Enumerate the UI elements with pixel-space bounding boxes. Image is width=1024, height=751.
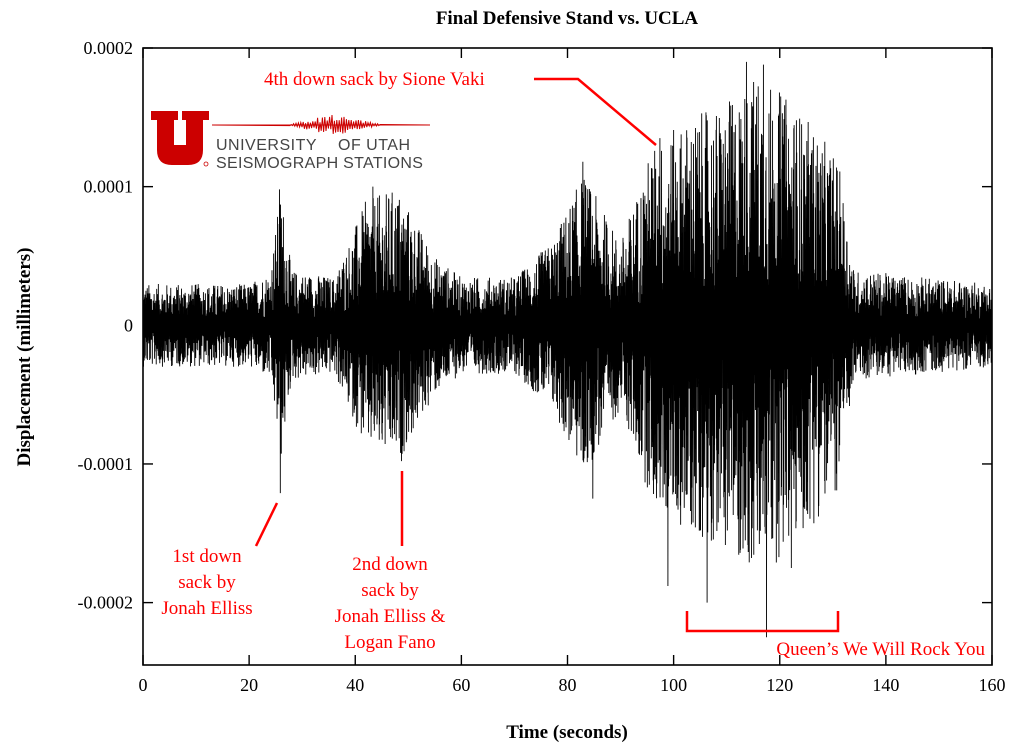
annotation-2nd-down-line3: Jonah Elliss & — [335, 606, 446, 627]
annotation-queen-bracket — [685, 611, 840, 633]
annotation-4th-down: 4th down sack by Sione Vaki — [264, 69, 657, 146]
axis-ticks: 0 20 40 60 80 100 120 140 160 0.0002 0.0001 0 -0.000… — [78, 38, 1006, 695]
x-tick-label: 40 — [346, 675, 364, 695]
logo-line1b: OF UTAH — [338, 137, 411, 154]
annotation-2nd-down: 2nd down sack by Jonah Elliss & Logan Fa… — [335, 471, 446, 653]
annotation-2nd-down-line4: Logan Fano — [344, 632, 435, 653]
y-tick-label: 0.0001 — [84, 177, 134, 197]
annotation-1st-down: 1st down sack by Jonah Elliss — [161, 502, 279, 619]
annotation-1st-down-line3: Jonah Elliss — [161, 598, 252, 619]
x-tick-label: 140 — [872, 675, 899, 695]
logo-squiggle-icon — [211, 114, 431, 134]
annotation-1st-down-pointer — [254, 502, 279, 547]
block-u-icon — [151, 111, 209, 165]
annotation-1st-down-line1: 1st down — [172, 546, 242, 567]
annotation-4th-down-pointer — [534, 77, 657, 146]
y-tick-label: 0.0002 — [84, 38, 134, 58]
annotation-4th-down-text: 4th down sack by Sione Vaki — [264, 69, 485, 90]
university-of-utah-seismograph-logo: UNIVERSITY OF UTAH SEISMOGRAPH STATIONS — [151, 111, 431, 172]
x-axis-label: Time (seconds) — [506, 722, 628, 743]
y-tick-label: -0.0001 — [78, 454, 134, 474]
chart-title: Final Defensive Stand vs. UCLA — [436, 8, 699, 29]
x-tick-label: 120 — [766, 675, 793, 695]
x-tick-label: 100 — [660, 675, 687, 695]
waveform-trace — [142, 61, 993, 638]
annotation-2nd-down-line1: 2nd down — [352, 554, 428, 575]
y-tick-label: -0.0002 — [78, 593, 134, 613]
annotation-2nd-down-line2: sack by — [361, 580, 419, 601]
annotation-queen: Queen’s We Will Rock You — [685, 611, 985, 660]
x-tick-label: 160 — [979, 675, 1006, 695]
y-axis-label: Displacement (millimeters) — [14, 248, 35, 467]
y-tick-label: 0 — [124, 315, 133, 335]
waveform-path — [142, 61, 993, 638]
logo-line1: UNIVERSITY — [216, 137, 317, 154]
x-tick-label: 80 — [559, 675, 577, 695]
logo-line2: SEISMOGRAPH STATIONS — [216, 155, 423, 172]
x-tick-label: 20 — [240, 675, 258, 695]
x-tick-label: 0 — [139, 675, 148, 695]
x-tick-label: 60 — [452, 675, 470, 695]
annotation-1st-down-line2: sack by — [178, 572, 236, 593]
annotation-queen-text: Queen’s We Will Rock You — [776, 639, 985, 660]
